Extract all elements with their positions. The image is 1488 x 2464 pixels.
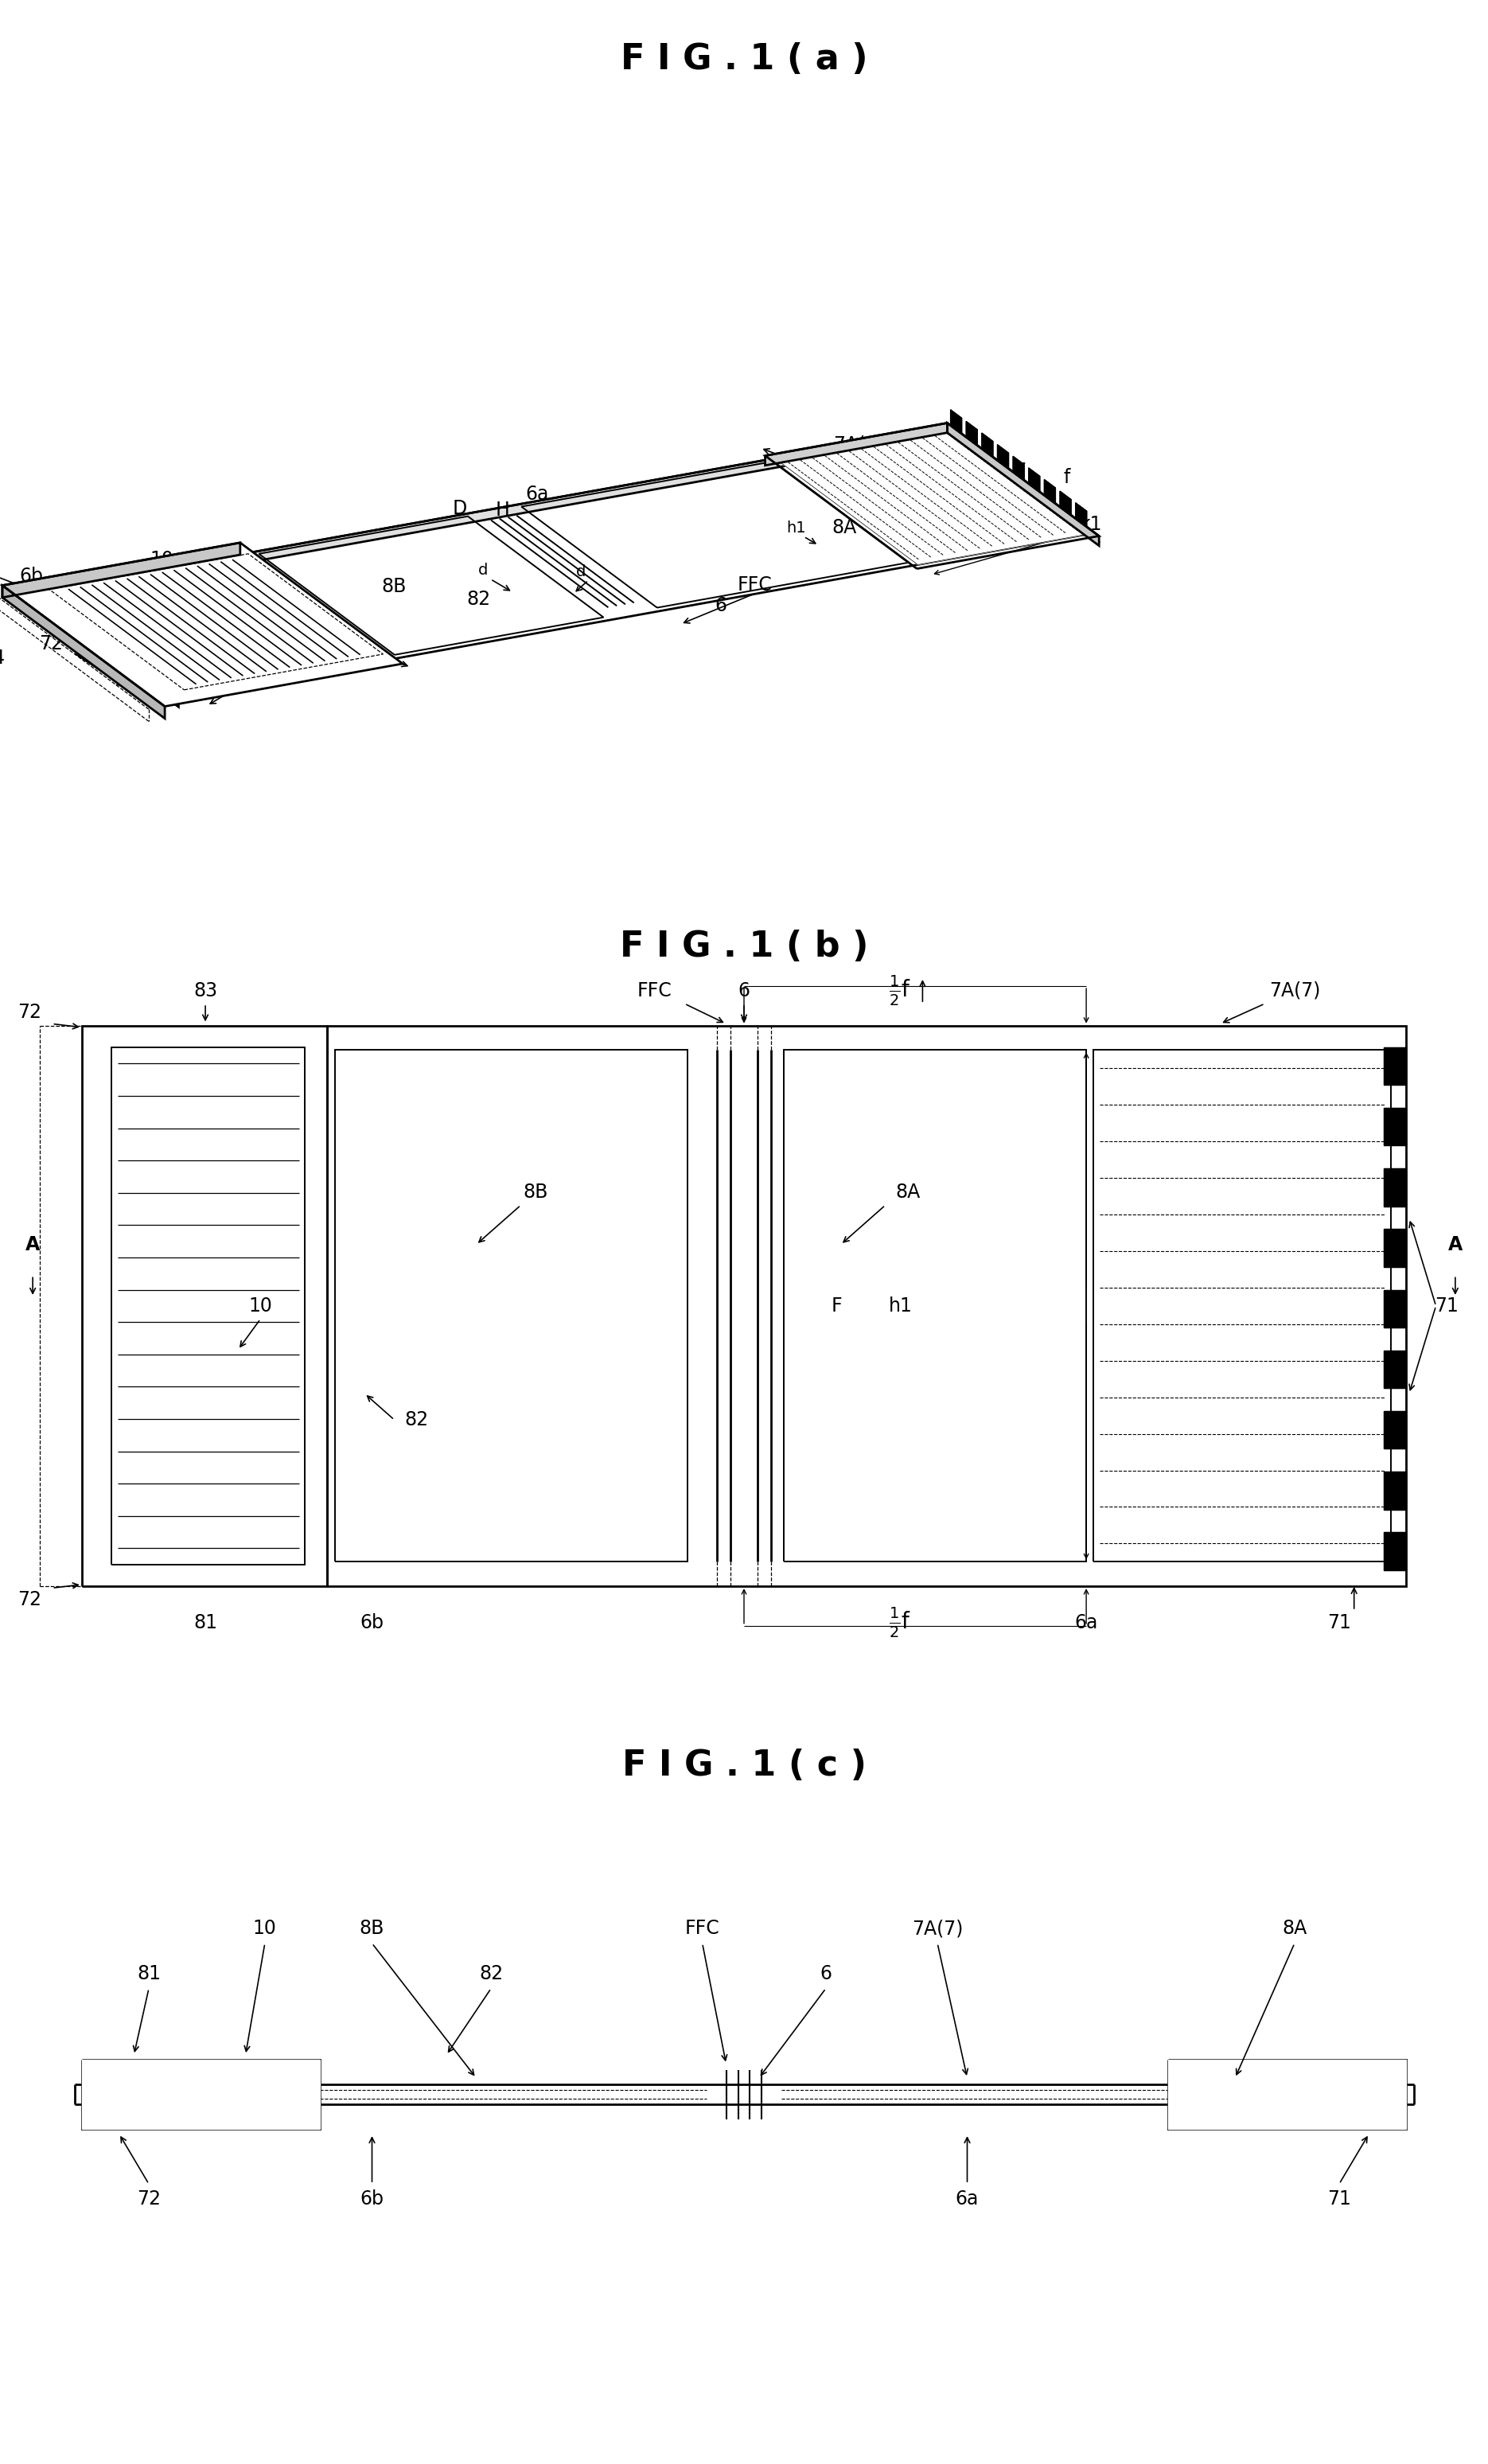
Polygon shape	[36, 591, 179, 707]
Text: h1: h1	[787, 520, 806, 535]
Text: 8B: 8B	[524, 1183, 548, 1202]
Text: 8A: 8A	[1283, 1919, 1306, 1939]
Text: f: f	[1064, 468, 1070, 488]
Text: 83: 83	[214, 609, 238, 628]
Text: 83: 83	[193, 981, 217, 1000]
Text: F: F	[830, 1296, 842, 1316]
Text: 6a: 6a	[955, 2188, 979, 2208]
Text: k1: k1	[1080, 515, 1103, 535]
Text: 71: 71	[1434, 1296, 1458, 1316]
Polygon shape	[765, 424, 948, 466]
Text: FFC: FFC	[637, 981, 673, 1000]
Text: d: d	[478, 562, 488, 579]
Text: 81: 81	[193, 1614, 217, 1634]
Text: FFC: FFC	[684, 1919, 720, 1939]
Text: 7A(7): 7A(7)	[833, 436, 885, 453]
Text: 81: 81	[137, 1964, 161, 1984]
Polygon shape	[1059, 490, 1071, 515]
Text: 84: 84	[0, 648, 4, 668]
Text: 72: 72	[18, 1003, 42, 1023]
Text: 10: 10	[253, 1919, 277, 1939]
Polygon shape	[3, 542, 403, 707]
Text: 6: 6	[738, 981, 750, 1000]
Polygon shape	[1013, 456, 1024, 480]
Text: 6: 6	[820, 1964, 832, 1984]
Text: 6a: 6a	[1074, 1614, 1098, 1634]
Polygon shape	[1384, 1047, 1406, 1084]
Text: 6b: 6b	[19, 567, 43, 586]
Text: 7A(7): 7A(7)	[1269, 981, 1320, 1000]
Text: $\frac{1}{2}$f: $\frac{1}{2}$f	[888, 1607, 912, 1641]
Text: 72: 72	[137, 2188, 161, 2208]
Text: 71: 71	[1327, 2188, 1351, 2208]
Polygon shape	[1094, 1050, 1391, 1562]
Polygon shape	[1384, 1230, 1406, 1266]
Text: F I G . 1 ( c ): F I G . 1 ( c )	[622, 1749, 866, 1784]
Text: 7A(7): 7A(7)	[912, 1919, 963, 1939]
Polygon shape	[1384, 1471, 1406, 1510]
Polygon shape	[82, 2060, 320, 2129]
Text: h1: h1	[888, 1296, 912, 1316]
Text: 82: 82	[479, 1964, 503, 1984]
Polygon shape	[1384, 1289, 1406, 1328]
Polygon shape	[775, 429, 1089, 564]
Text: 8B: 8B	[360, 1919, 384, 1939]
Text: $\frac{1}{2}$f: $\frac{1}{2}$f	[888, 973, 912, 1008]
Polygon shape	[1384, 1168, 1406, 1207]
Text: A: A	[1448, 1234, 1463, 1254]
Text: A: A	[25, 1234, 40, 1254]
Polygon shape	[982, 434, 992, 456]
Text: D: D	[452, 500, 467, 517]
Text: FFC: FFC	[738, 574, 772, 594]
Text: 6: 6	[714, 596, 728, 616]
Polygon shape	[1384, 1533, 1406, 1570]
Text: 10: 10	[150, 549, 174, 569]
Text: 72: 72	[39, 633, 62, 653]
Text: 71: 71	[923, 426, 946, 446]
Polygon shape	[966, 421, 978, 444]
Text: F I G . 1 ( b ): F I G . 1 ( b )	[619, 929, 869, 963]
Polygon shape	[1384, 1412, 1406, 1449]
Polygon shape	[1076, 503, 1086, 525]
Text: 72: 72	[18, 1589, 42, 1609]
Polygon shape	[1028, 468, 1040, 490]
Text: 71: 71	[1327, 1614, 1351, 1634]
Text: 8A: 8A	[832, 517, 857, 537]
Polygon shape	[3, 586, 165, 719]
Polygon shape	[948, 424, 1100, 545]
Text: 10: 10	[248, 1296, 272, 1316]
Text: s: s	[796, 451, 805, 466]
Text: 8A: 8A	[896, 1183, 920, 1202]
Polygon shape	[1168, 2060, 1406, 2129]
Text: F I G . 1 ( a ): F I G . 1 ( a )	[620, 42, 868, 76]
Polygon shape	[3, 542, 240, 596]
Text: k2: k2	[324, 638, 348, 655]
Text: H: H	[496, 500, 510, 520]
Text: h2: h2	[196, 646, 217, 660]
Text: 6b: 6b	[360, 1614, 384, 1634]
Polygon shape	[112, 1047, 305, 1565]
Polygon shape	[997, 444, 1009, 468]
Text: F: F	[1015, 461, 1025, 480]
Polygon shape	[36, 429, 946, 601]
Polygon shape	[1384, 1350, 1406, 1387]
Text: 8B: 8B	[381, 577, 406, 596]
Polygon shape	[1045, 480, 1055, 503]
Text: 6a: 6a	[525, 485, 549, 505]
Text: d: d	[576, 564, 586, 579]
Polygon shape	[1384, 1109, 1406, 1146]
Text: 82: 82	[405, 1409, 429, 1429]
Polygon shape	[36, 429, 1089, 697]
Text: 82: 82	[466, 591, 490, 609]
Polygon shape	[951, 409, 961, 434]
Text: 6b: 6b	[360, 2188, 384, 2208]
